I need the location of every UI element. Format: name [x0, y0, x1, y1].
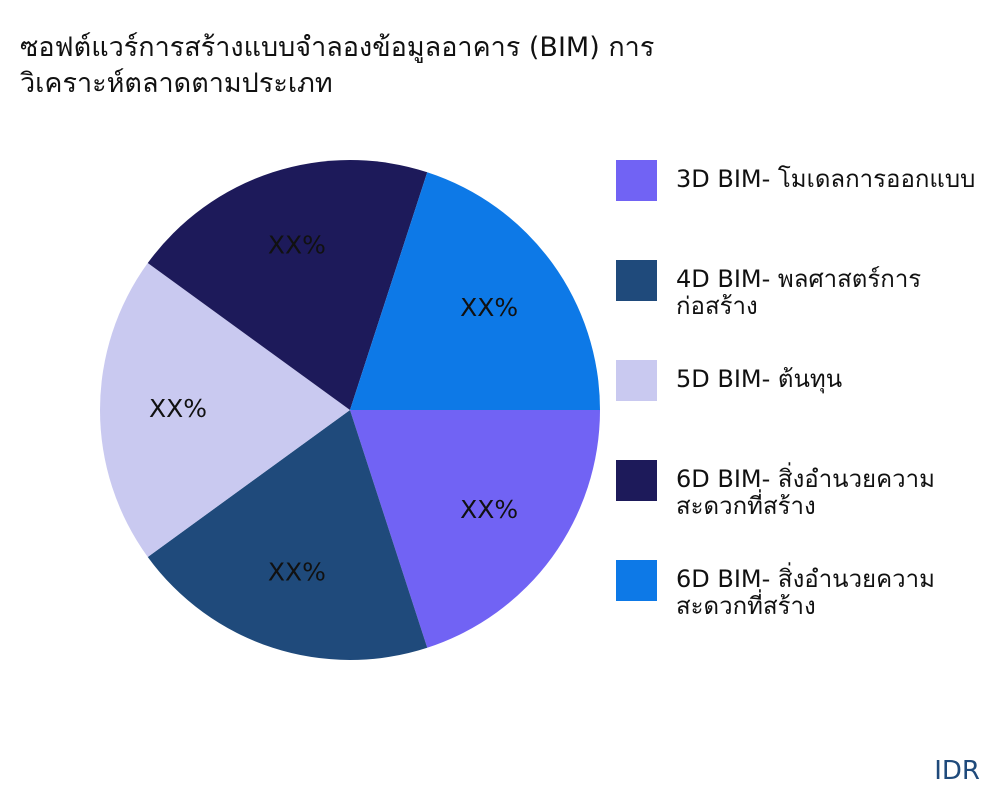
legend-item: 3D BIM- โมเดลการออกแบบ: [616, 160, 1000, 260]
pie-slice: [350, 172, 600, 410]
legend-label: 4D BIM- พลศาสตร์การก่อสร้าง: [676, 265, 922, 320]
legend: 3D BIM- โมเดลการออกแบบ 4D BIM- พลศาสตร์กา…: [616, 160, 1000, 660]
legend-swatch: [616, 560, 657, 601]
data-label: XX%: [268, 230, 326, 259]
legend-label: 6D BIM- สิ่งอำนวยความสะดวกที่สร้าง: [676, 465, 935, 520]
legend-item: 5D BIM- ต้นทุน: [616, 360, 1000, 460]
source: IDR: [934, 756, 980, 786]
legend-item: 6D BIM- สิ่งอำนวยความสะดวกที่สร้าง: [616, 460, 1000, 560]
legend-swatch: [616, 160, 657, 201]
pie-slice: [147, 410, 428, 660]
data-label: XX%: [268, 558, 326, 587]
legend-swatch: [616, 460, 657, 501]
legend-swatch: [616, 360, 657, 401]
pie-slice: [350, 410, 600, 648]
chart-title: ซอฟต์แวร์การสร้างแบบจำลองข้อมูลอาคาร (BI…: [20, 32, 655, 99]
chart: XX% XX% XX% XX% XX%: [100, 160, 600, 660]
pie-slice: [147, 160, 428, 410]
legend-item: 6D BIM- สิ่งอำนวยความสะดวกที่สร้าง: [616, 560, 1000, 660]
legend-label: 3D BIM- โมเดลการออกแบบ: [676, 165, 976, 193]
legend-swatch: [616, 260, 657, 301]
data-label: XX%: [149, 394, 207, 423]
legend-label: 6D BIM- สิ่งอำนวยความสะดวกที่สร้าง: [676, 565, 935, 620]
data-label: XX%: [460, 495, 518, 524]
legend-item: 4D BIM- พลศาสตร์การก่อสร้าง: [616, 260, 1000, 360]
legend-label: 5D BIM- ต้นทุน: [676, 365, 843, 393]
data-label: XX%: [460, 293, 518, 322]
pie-slice: [100, 263, 350, 557]
